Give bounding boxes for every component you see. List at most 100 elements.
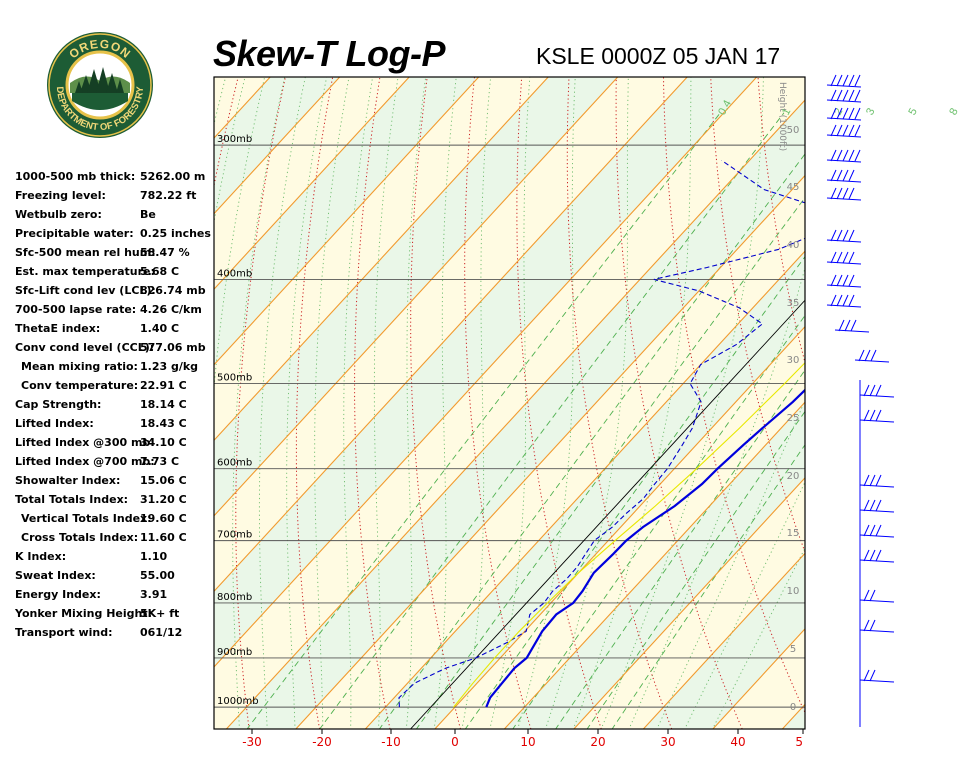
wind-barb-column <box>826 74 895 727</box>
stat-value: 7.73 C <box>140 455 180 468</box>
zero-isotherm <box>410 299 805 729</box>
moist-adiabat <box>286 77 328 729</box>
mixing-ratio-line <box>246 112 721 729</box>
x-tick-label: -10 <box>381 735 401 749</box>
stat-value: 826.74 mb <box>140 284 206 297</box>
x-tick-label: 40 <box>730 735 745 749</box>
wind-barb-flag <box>830 124 837 137</box>
wind-barb-flag <box>842 229 849 242</box>
temperature-axis: -30 -20 -10 0 10 20 30 40 5 <box>242 729 804 749</box>
stat-row: Sfc-500 mean rel hum: 58.47 % <box>15 243 215 262</box>
mixing-ratio-line <box>378 153 805 729</box>
stat-row: Cross Totals Index: 11.60 C <box>15 528 215 547</box>
mixing-ratio-label: 1 <box>780 106 793 117</box>
x-tick-label: 30 <box>660 735 675 749</box>
sounding-traces <box>398 159 805 708</box>
parcel-trace <box>453 361 805 708</box>
temperature-trace <box>485 388 805 708</box>
x-tick-label: 5 <box>795 735 803 749</box>
isobar-label: 500mb <box>217 373 252 384</box>
wind-barb-flag <box>830 89 837 102</box>
wind-barb-flag <box>842 169 849 182</box>
moist-adiabat <box>373 77 399 729</box>
isotherm-line <box>214 77 619 517</box>
stat-value: 11.60 C <box>140 531 187 544</box>
isobar-label: 1000mb <box>217 696 259 707</box>
stat-label: Total Totals Index: <box>15 493 129 506</box>
stat-row: ThetaE index: 1.40 C <box>15 319 215 338</box>
stat-label: 700-500 lapse rate: <box>15 303 137 316</box>
isobar-label: 400mb <box>217 268 252 279</box>
isobar-label: 300mb <box>217 134 252 145</box>
isotherm-line <box>573 476 805 729</box>
wind-barb-flag <box>830 169 837 182</box>
wind-barb-icon <box>834 329 870 333</box>
stat-label: Lifted Index @700 mb: <box>15 455 155 468</box>
wind-barb-flag <box>863 409 870 422</box>
wind-barb-flag <box>848 124 855 137</box>
stat-label: Sweat Index: <box>15 569 96 582</box>
stat-label: Freezing level: <box>15 189 106 202</box>
wind-barb-flag <box>842 149 849 162</box>
wind-barb-flag <box>864 349 871 362</box>
wind-barb-flag <box>836 187 843 200</box>
reference-isotherm <box>410 299 805 729</box>
height-tick-label: 0 <box>790 702 796 713</box>
wind-barb-flag <box>848 229 855 242</box>
height-tick-label: 15 <box>787 528 800 539</box>
isobar-label: 700mb <box>217 530 252 541</box>
mixing-ratio-line <box>586 410 805 729</box>
wind-barb-flag <box>869 669 876 682</box>
wind-barb-flag <box>863 549 870 562</box>
wind-barb-flag <box>869 589 876 602</box>
stat-label: Sfc-Lift cond lev (LCL): <box>15 284 156 297</box>
wind-barb-icon <box>826 304 862 308</box>
mixing-ratio-label: 5 <box>906 106 919 117</box>
stat-row: Yonker Mixing Height: 5K+ ft <box>15 604 215 623</box>
mixing-ratio-line <box>415 196 805 729</box>
dry-adiabat <box>354 77 391 729</box>
stat-label: Conv cond level (CCL): <box>15 341 155 354</box>
wind-barb-flag <box>844 319 851 332</box>
wind-barb-flag <box>830 149 837 162</box>
stat-row: 1000-500 mb thick: 5262.00 m <box>15 167 215 186</box>
moist-adiabat <box>314 77 350 729</box>
dry-adiabats <box>214 77 960 729</box>
wind-barb-flag <box>830 274 837 287</box>
stat-row: Conv cond level (CCL): 577.06 mb <box>15 338 215 357</box>
moist-adiabat <box>343 77 374 729</box>
x-tick-label: 0 <box>451 735 459 749</box>
isotherms <box>214 77 805 729</box>
stat-value: 782.22 ft <box>140 189 197 202</box>
stat-label: Cap Strength: <box>15 398 102 411</box>
wind-barb-flag <box>875 384 882 397</box>
isotherm-line <box>214 77 688 593</box>
wind-barb-icon <box>859 679 895 683</box>
wind-barb-flag <box>842 274 849 287</box>
wind-barb-flag <box>836 274 843 287</box>
stat-row: Est. max temperature: 5.68 C <box>15 262 215 281</box>
wind-barb-flag <box>863 669 870 682</box>
wind-barb-flag <box>850 319 857 332</box>
stat-value: 58.47 % <box>140 246 190 259</box>
stat-value: 31.20 C <box>140 493 187 506</box>
dry-adiabat <box>900 77 960 729</box>
isobar-label: 800mb <box>217 592 252 603</box>
wind-barb-flag <box>830 107 837 120</box>
mixing-ratio-label: 3 <box>864 106 877 117</box>
stat-label: Yonker Mixing Height: <box>15 607 152 620</box>
wind-barb-flag <box>869 524 876 537</box>
wind-barb-flag <box>863 589 870 602</box>
isotherm-line <box>214 77 549 442</box>
stat-value: 5K+ ft <box>140 607 180 620</box>
wind-barb-flag <box>848 107 855 120</box>
wind-barb-flag <box>848 187 855 200</box>
wind-barb-flag <box>842 89 849 102</box>
wind-barb-icon <box>826 99 862 103</box>
mixing-ratio-line <box>512 314 805 729</box>
wind-barb-icon <box>859 534 895 538</box>
dry-adiabat <box>295 77 334 729</box>
wind-barb-flag <box>854 74 861 87</box>
chart-title: Skew-T Log-P <box>213 33 446 74</box>
